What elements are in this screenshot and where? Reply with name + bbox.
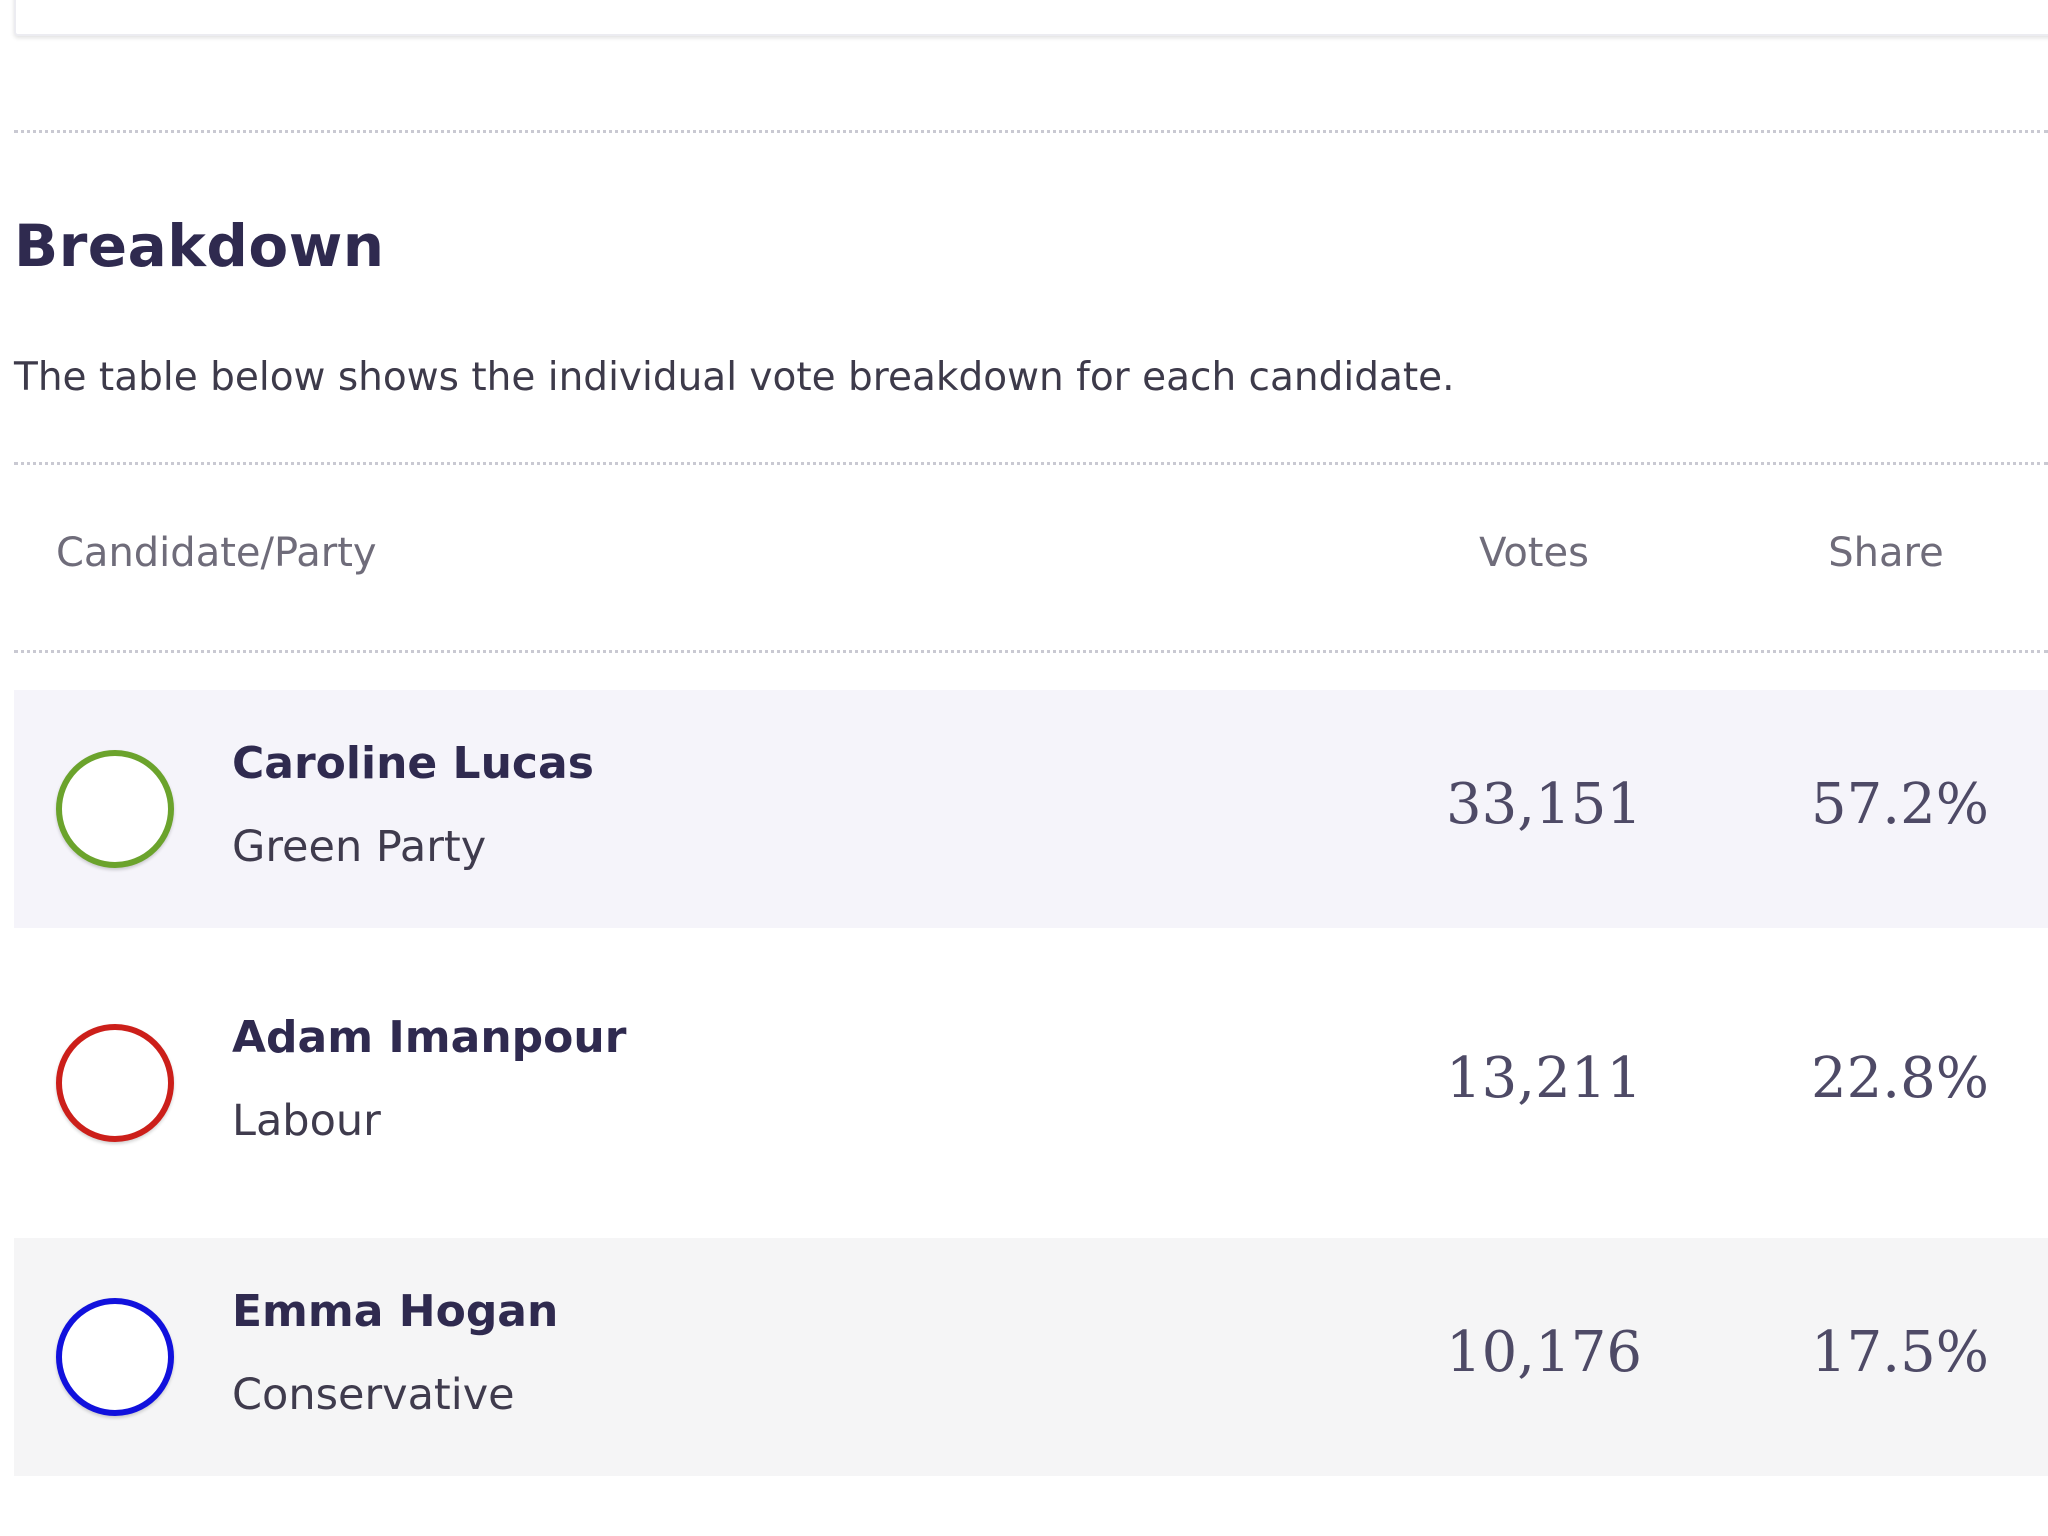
votes-value: 10,176 [1446,1320,1642,1385]
share-value: 57.2% [1811,772,1989,837]
candidate-name: Caroline Lucas [232,738,594,789]
party-color-icon [56,1298,174,1416]
column-header-share: Share [1828,530,1944,576]
party-name: Labour [232,1096,381,1146]
share-value: 22.8% [1811,1046,1989,1111]
top-card [14,0,2048,36]
table-row: Emma Hogan Conservative 10,176 17.5% [14,1238,2048,1476]
party-name: Green Party [232,822,487,872]
candidate-name: Emma Hogan [232,1286,559,1337]
divider [14,462,2048,465]
party-color-icon [56,1024,174,1142]
votes-value: 13,211 [1446,1046,1642,1111]
party-name: Conservative [232,1370,515,1420]
party-color-icon [56,750,174,868]
section-description: The table below shows the individual vot… [14,355,1455,400]
votes-value: 33,151 [1446,772,1642,837]
column-header-votes: Votes [1479,530,1589,576]
table-row: Caroline Lucas Green Party 33,151 57.2% [14,690,2048,928]
divider [14,650,2048,653]
column-header-candidate: Candidate/Party [56,530,377,576]
section-title: Breakdown [14,212,385,280]
table-row: Adam Imanpour Labour 13,211 22.8% [14,964,2048,1202]
candidate-name: Adam Imanpour [232,1012,627,1063]
share-value: 17.5% [1811,1320,1989,1385]
divider [14,130,2048,133]
